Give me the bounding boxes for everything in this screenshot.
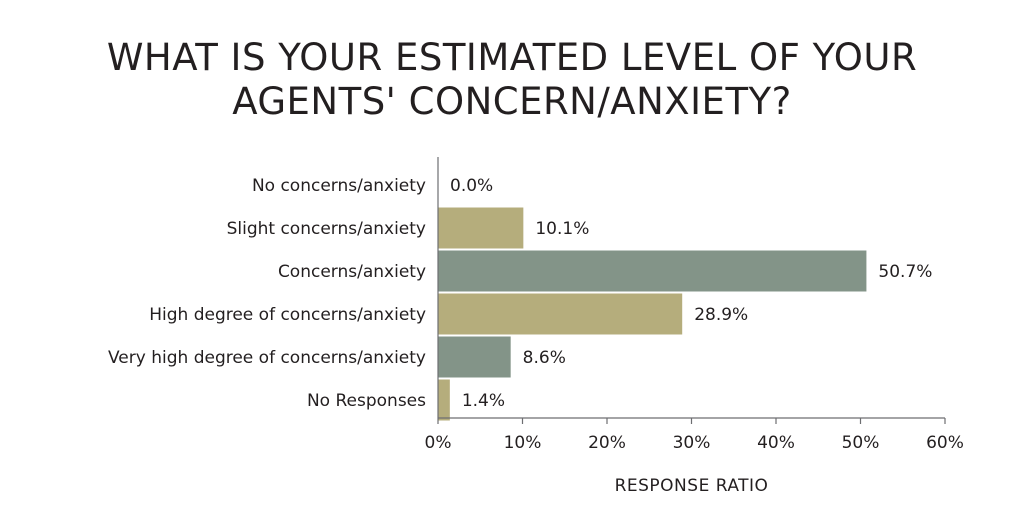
value-label-4: 8.6% <box>523 348 566 368</box>
bar-1 <box>438 207 524 249</box>
bar-3 <box>438 293 683 335</box>
x-tick-label-2: 20% <box>588 433 626 453</box>
category-label-0: No concerns/anxiety <box>252 176 426 196</box>
value-label-5: 1.4% <box>462 391 505 411</box>
category-labels-group: No concerns/anxiety Slight concerns/anxie… <box>108 176 426 411</box>
category-label-1: Slight concerns/anxiety <box>227 219 426 239</box>
x-tick-label-5: 50% <box>842 433 880 453</box>
category-label-4: Very high degree of concerns/anxiety <box>108 348 426 368</box>
x-ticks-group: 0% 10% 20% 30% 40% 50% 60% <box>425 418 964 453</box>
x-axis-title: RESPONSE RATIO <box>615 476 769 496</box>
value-labels-group: 0.0% 10.1% 50.7% 28.9% 8.6% 1.4% <box>450 176 932 411</box>
bars-group <box>438 207 867 421</box>
chart-title-line-1: WHAT IS YOUR ESTIMATED LEVEL OF YOUR <box>106 36 918 79</box>
bar-4 <box>438 336 511 378</box>
x-tick-label-6: 60% <box>926 433 964 453</box>
category-label-2: Concerns/anxiety <box>278 262 426 282</box>
bar-2 <box>438 250 867 292</box>
category-label-5: No Responses <box>307 391 426 411</box>
chart-title: WHAT IS YOUR ESTIMATED LEVEL OF YOUR AGE… <box>0 36 1024 124</box>
x-tick-label-0: 0% <box>425 433 452 453</box>
value-label-2: 50.7% <box>878 262 932 282</box>
value-label-1: 10.1% <box>535 219 589 239</box>
chart-title-line-2: AGENTS' CONCERN/ANXIETY? <box>232 80 792 123</box>
category-label-3: High degree of concerns/anxiety <box>149 305 426 325</box>
x-tick-label-3: 30% <box>673 433 711 453</box>
x-tick-label-1: 10% <box>504 433 542 453</box>
value-label-0: 0.0% <box>450 176 493 196</box>
x-tick-label-4: 40% <box>757 433 795 453</box>
value-label-3: 28.9% <box>694 305 748 325</box>
bar-5 <box>438 379 450 421</box>
